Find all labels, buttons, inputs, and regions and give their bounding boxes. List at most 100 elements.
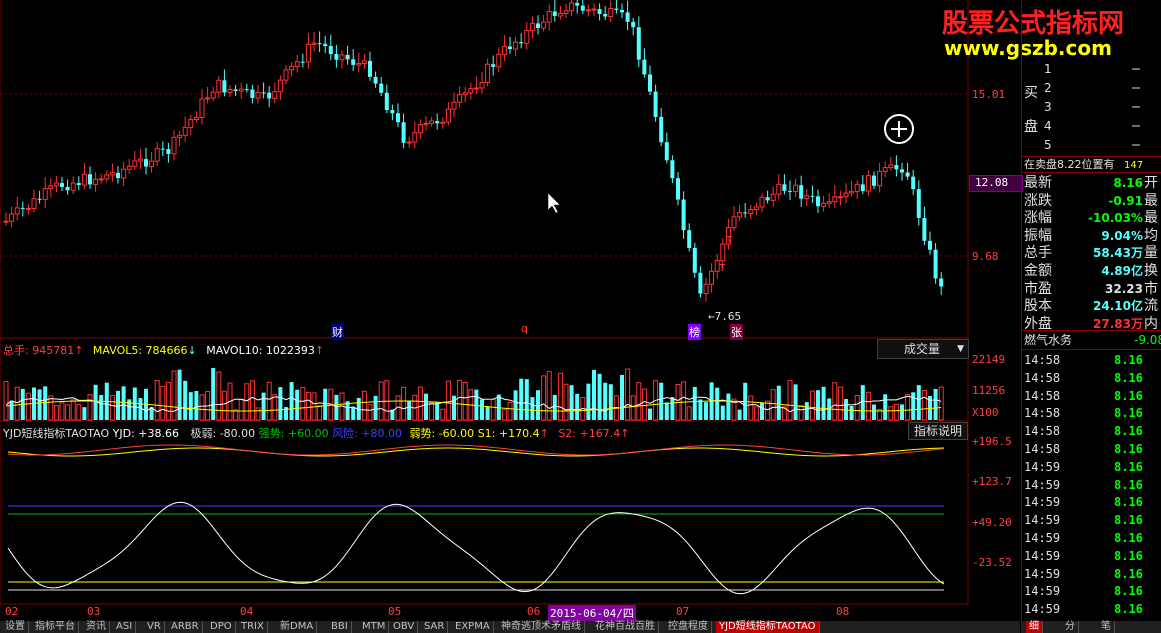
main-chart[interactable]: T T (0, 0, 1020, 633)
crosshair-plus-icon[interactable] (884, 114, 914, 144)
tick-row: 14:58 8.16 (1024, 387, 1161, 405)
right-tab[interactable]: 笔 (1098, 621, 1115, 633)
indicator-tab[interactable]: 花神百战百胜 (592, 621, 659, 633)
indicator-tab[interactable]: TRIX (238, 621, 268, 633)
volume-bar (390, 409, 395, 420)
indicator-tab[interactable]: 新DMA (277, 621, 318, 633)
candle-body (216, 79, 222, 93)
candle-body (753, 206, 759, 211)
indicator-tab[interactable]: MTM (359, 621, 390, 633)
indicator-tab[interactable]: 指标平台 (32, 621, 79, 633)
quote-row[interactable]: 总手 58.43万量 (1022, 245, 1161, 262)
candle-body (603, 13, 608, 17)
indicator-tab[interactable]: 神奇逃顶术矛盾线 (498, 621, 585, 633)
tick-time: 14:59 (1024, 584, 1061, 599)
candle-body (804, 195, 810, 200)
candle-body (681, 199, 686, 231)
quote-row[interactable]: 振幅 9.04% 均 (1022, 228, 1161, 245)
candle-body (177, 134, 183, 138)
candle-body (160, 148, 165, 150)
candle-body (894, 164, 899, 170)
quote-row[interactable]: 涨幅 -10.03% 最 (1022, 210, 1161, 227)
volume-bar (194, 390, 199, 420)
candle-body (580, 5, 585, 11)
volume-bar (888, 406, 894, 421)
volume-bar (361, 390, 367, 421)
volume-bar (557, 372, 563, 421)
tick-list[interactable]: 14:58 8.16 14:58 8.16 14:58 8.16 14:58 8.16 14:5… (1022, 350, 1161, 620)
candle-body (513, 41, 519, 50)
event-tag-zhang[interactable]: 张 (730, 324, 743, 340)
candle-body (479, 82, 485, 89)
indicator-tab[interactable]: OBV (390, 621, 419, 633)
quote-label: 振幅 (1024, 227, 1052, 244)
quote-panel (1021, 0, 1161, 633)
candle-body (88, 174, 92, 185)
candle-body (81, 173, 87, 186)
quote-label: 外盘 (1024, 315, 1052, 332)
candle-body (664, 142, 669, 161)
tick-time: 14:59 (1024, 477, 1061, 492)
volume-bar (524, 379, 529, 420)
quote-row[interactable]: 金额 4.89亿换 (1022, 263, 1161, 280)
quote-row[interactable]: 股本 24.10亿流 (1022, 298, 1161, 315)
indicator-tab[interactable]: DPO (207, 621, 236, 633)
indicator-tab[interactable]: 设置 (2, 621, 29, 633)
buy-label: 买 (1024, 85, 1038, 101)
current-price-tag (969, 175, 1023, 192)
volume-bar (844, 399, 848, 420)
indicator-tab[interactable]: ASI (113, 621, 137, 633)
volume-bar (860, 385, 865, 420)
candle-body (445, 108, 451, 123)
candle-body (782, 184, 787, 191)
tick-price: 8.16 (1114, 584, 1143, 599)
order-level: 3 (1044, 100, 1052, 114)
indicator-tab[interactable]: 控盘程度 (665, 621, 712, 633)
volume-bar (138, 398, 143, 420)
volume-bar (770, 389, 776, 421)
indicator-tab[interactable]: ARBR (168, 621, 203, 633)
right-tab[interactable]: 分 (1062, 621, 1079, 633)
quote-next-label: 开 (1144, 175, 1158, 191)
volume-bar (485, 406, 490, 420)
quote-row[interactable]: 最新 8.16 开 (1022, 175, 1161, 192)
indicator-tab[interactable]: VR (144, 621, 165, 633)
candle-body (854, 183, 860, 193)
quote-row[interactable]: 涨跌 -0.91 最 (1022, 193, 1161, 210)
candle-body (267, 92, 272, 99)
indicator-axis-label: -23.52 (972, 556, 1012, 569)
indicator-tab[interactable]: 资讯 (83, 621, 110, 633)
candle-body (591, 8, 597, 11)
volume-mavol10: MAVOL10: 1022393 (206, 344, 315, 357)
volume-bar (883, 394, 888, 420)
event-tag-bang[interactable]: 榜 (688, 324, 701, 340)
quote-row[interactable]: 市盈 32.23 市 (1022, 281, 1161, 298)
volume-bar (872, 404, 876, 420)
right-tab[interactable]: 细 (1026, 621, 1043, 633)
candle-body (849, 191, 855, 194)
concept-row[interactable]: 燃气水务 -9.08 (1022, 330, 1161, 350)
volume-bar (720, 405, 725, 420)
tick-row: 14:59 8.16 (1024, 582, 1161, 600)
tick-time: 14:59 (1024, 459, 1061, 474)
indicator-help-button[interactable]: 指标说明 (908, 422, 968, 440)
volume-selector[interactable]: 成交量 ▼ (877, 339, 969, 359)
candle-body (417, 124, 423, 134)
indicator-tab[interactable]: BBI (328, 621, 352, 633)
quote-row[interactable]: 外盘 27.83万内 (1022, 316, 1161, 333)
indicator-tab[interactable]: EXPMA (452, 621, 494, 633)
indicator-s2: S2: +167.4 (558, 427, 621, 440)
indicator-tab[interactable]: YJD短线指标TAOTAO (716, 621, 820, 633)
event-tag-q[interactable]: q (521, 322, 528, 335)
candle-body (575, 2, 580, 6)
candle-body (9, 213, 15, 222)
volume-axis-label: X100 (972, 406, 999, 419)
candle-body (816, 196, 820, 207)
tick-time: 14:59 (1024, 548, 1061, 563)
indicator-tab[interactable]: SAR (421, 621, 449, 633)
volume-bar (781, 406, 787, 421)
tick-time: 14:58 (1024, 353, 1061, 367)
event-tag-cai[interactable]: 财 (331, 324, 344, 340)
t-marker: T (718, 263, 726, 274)
volume-bar (893, 403, 899, 421)
